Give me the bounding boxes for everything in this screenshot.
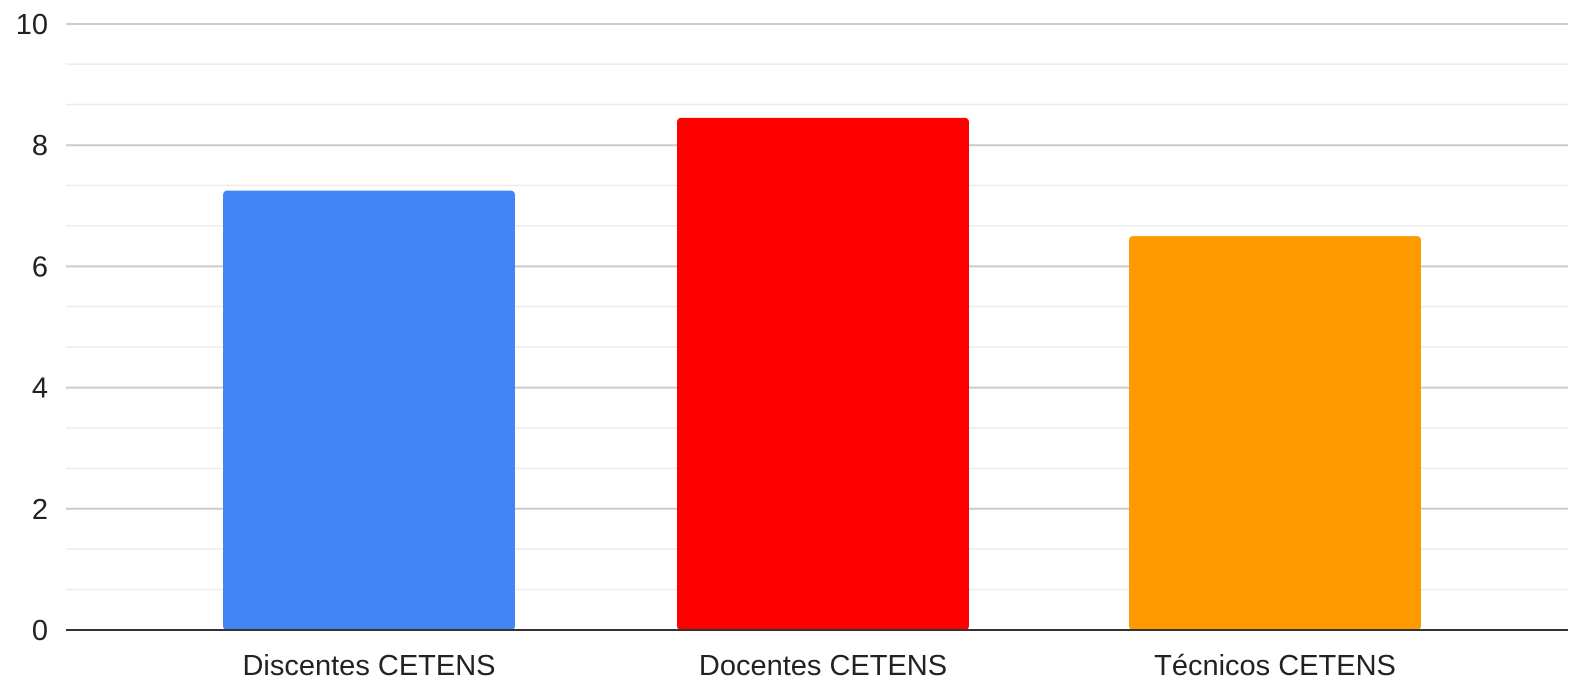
bar-docentes-cetens [677,117,969,631]
y-axis-ticks: 0 2 4 6 8 10 [16,9,48,647]
x-category-label: Docentes CETENS [699,650,947,682]
y-tick-label: 4 [32,373,48,405]
x-category-label: Técnicos CETENS [1154,650,1396,682]
y-tick-label: 10 [16,9,48,41]
x-axis-categories: Discentes CETENS Docentes CETENS Técnicos … [242,650,1395,682]
bars [223,117,1421,631]
y-tick-label: 6 [32,251,48,283]
x-category-label: Discentes CETENS [242,650,495,682]
bar-t-cnicos-cetens [1129,236,1421,630]
bar-discentes-cetens [223,190,515,630]
y-tick-label: 8 [32,130,48,162]
y-tick-label: 2 [32,494,48,526]
y-tick-label: 0 [32,615,48,647]
